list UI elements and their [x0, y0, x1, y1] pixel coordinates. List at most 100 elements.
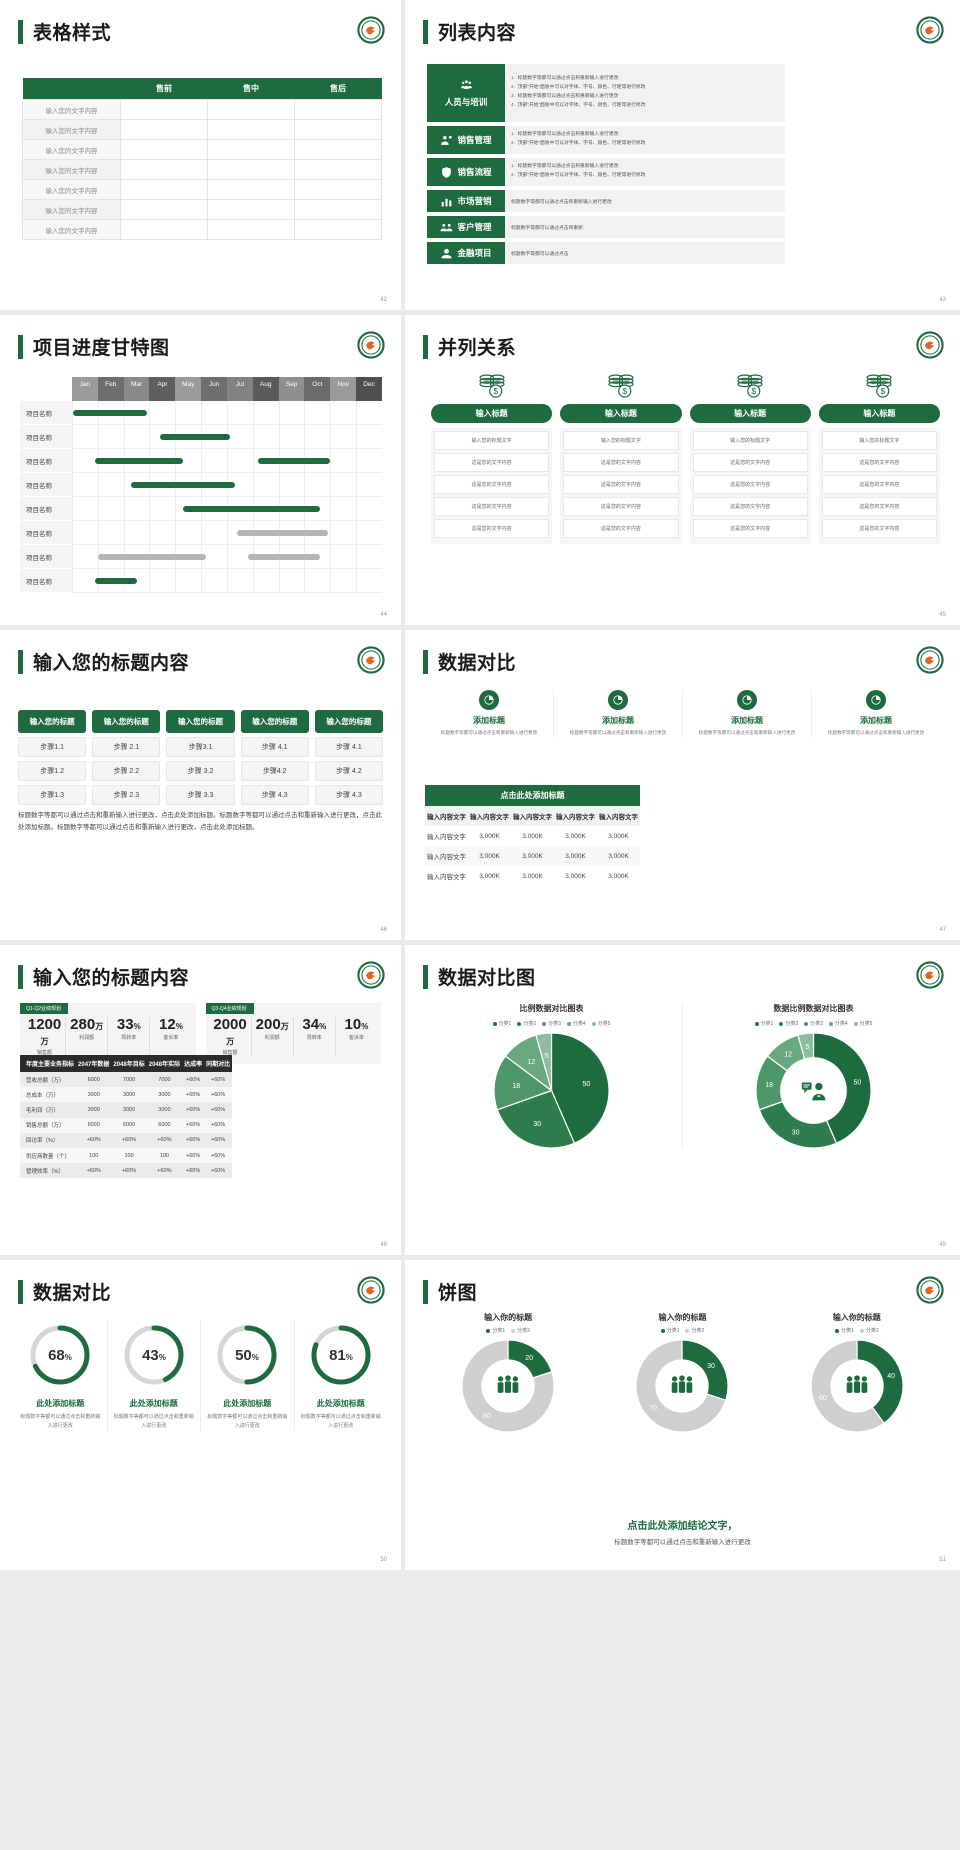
slide-header: 项目进度甘特图	[0, 315, 401, 360]
list-item-tab-sales-management[interactable]: 销售管理	[427, 126, 505, 154]
th-insale: 售中	[207, 78, 295, 100]
title-accent-bar	[423, 19, 428, 44]
list-item-label: 市场营销	[457, 196, 492, 206]
cell	[294, 99, 382, 120]
progress-rings: 68% 此处添加标题 标题数字等都可以通过点击和重新输入进行更改 43% 此处添加标题…	[14, 1320, 387, 1431]
title-accent-bar	[423, 964, 428, 989]
slide-48[interactable]: 输入您的标题内容 Q1-Q2业绩规划 1200万 销售额 280万 利润额 33% 周转率 1…	[0, 945, 401, 1255]
cell	[120, 99, 208, 120]
slide-45[interactable]: 并列关系 $ 输入标题 输入您的标题文字 这是您的文字内容 这是您的文字内容 这是您的文字…	[405, 315, 960, 625]
list-item-tab-customer-management[interactable]: 客户管理	[427, 216, 505, 238]
gantt-chart: Jan Feb Mar Apr May Jun Jul Aug Sep Oct Nov Dec 项目名称…	[20, 377, 382, 593]
title-accent-bar	[18, 964, 23, 989]
page-number: 51	[939, 1557, 946, 1563]
brand-logo-icon	[916, 961, 944, 989]
list-item-body: 1. 标题数字等都可以通过点击和重新输入进行更改 2. 顶部“开始”面板中可以对…	[505, 64, 785, 122]
body-text: 标题数字等都可以通过点击	[511, 251, 569, 257]
slide-47[interactable]: 数据对比 添加标题 标题数字等都可以通过点击和重新输入进行更改 添加标题 标题数字等都…	[405, 630, 960, 940]
page-number: 44	[380, 612, 387, 618]
title-accent-bar	[18, 649, 23, 674]
svg-text:12: 12	[784, 1052, 792, 1059]
list-item-tab-marketing[interactable]: 市场营销	[427, 190, 505, 212]
slide-header: 列表内容	[405, 0, 960, 45]
list-item[interactable]: 人员与培训 1. 标题数字等都可以通过点击和重新输入进行更改 2. 顶部“开始”…	[427, 64, 785, 122]
svg-text:18: 18	[512, 1083, 520, 1090]
table-header-row: 售前 售中 售后	[22, 78, 382, 100]
category-list: 人员与培训 1. 标题数字等都可以通过点击和重新输入进行更改 2. 顶部“开始”…	[427, 64, 785, 268]
list-item-tab-sales-process[interactable]: 销售流程	[427, 158, 505, 186]
svg-text:$: $	[881, 387, 886, 396]
cell	[120, 119, 208, 140]
svg-text:18: 18	[765, 1082, 773, 1089]
svg-text:81%: 81%	[329, 1347, 353, 1364]
cell	[120, 199, 208, 220]
slide-header: 表格样式	[0, 0, 401, 45]
step-columns: 输入您的标题 步骤1.1 步骤1.2 步骤1.3 输入您的标题 步骤 2.1 步骤 2.2 步…	[18, 710, 384, 805]
list-item[interactable]: 客户管理 标题数字等都可以通过点击和重新	[427, 216, 785, 238]
bar-chart-icon	[440, 195, 453, 208]
slide-header: 饼图	[405, 1260, 960, 1305]
svg-text:$: $	[752, 387, 757, 396]
page-title: 输入您的标题内容	[33, 968, 190, 989]
th-aftersale: 售后	[294, 78, 382, 100]
list-item-label: 销售管理	[457, 135, 492, 145]
slide-header: 数据对比	[0, 1260, 401, 1305]
brand-logo-icon	[916, 331, 944, 359]
page-number: 42	[380, 297, 387, 303]
team-icon	[460, 78, 473, 91]
money-hand-icon	[440, 247, 453, 260]
slide-46[interactable]: 输入您的标题内容 输入您的标题 步骤1.1 步骤1.2 步骤1.3 输入您的标题 步骤 2…	[0, 630, 401, 940]
svg-text:68%: 68%	[48, 1347, 72, 1364]
page-number: 45	[939, 612, 946, 618]
slide-header: 数据对比图	[405, 945, 960, 990]
list-item[interactable]: 金融项目 标题数字等都可以通过点击	[427, 242, 785, 264]
cell	[294, 159, 382, 180]
donut-charts: 输入你的标题 分类1 分类2 20 80 输入你的标题 分类1 分类2 30 70 输入你的标题 分类…	[421, 1312, 944, 1432]
list-item[interactable]: 市场营销 标题数字等都可以通过点击和重新输入进行更改	[427, 190, 785, 212]
slide-44[interactable]: 项目进度甘特图 Jan Feb Mar Apr May Jun Jul Aug Sep Oct No…	[0, 315, 401, 625]
list-item-tab-finance-project[interactable]: 金融项目	[427, 242, 505, 264]
kpi-groups: Q1-Q2业绩规划 1200万 销售额 280万 利润额 33% 周转率 12% 客诉率 Q3-Q…	[20, 1003, 381, 1064]
cell	[120, 139, 208, 160]
list-item-label: 客户管理	[457, 222, 492, 232]
page-number: 50	[380, 1557, 387, 1563]
slide-43[interactable]: 列表内容 人员与培训 1. 标题数字等都可以通过点击和重新输入进行更改 2. 顶…	[405, 0, 960, 310]
user-gear-icon	[440, 134, 453, 147]
svg-text:30: 30	[708, 1363, 716, 1370]
brand-logo-icon	[357, 331, 385, 359]
title-accent-bar	[423, 1279, 428, 1304]
page-title: 数据对比	[438, 653, 517, 674]
slide-header: 数据对比	[405, 630, 960, 675]
progress-ring: 68%	[30, 1325, 90, 1385]
svg-text:5: 5	[805, 1044, 809, 1051]
row-label: 输入您的文字内容	[22, 219, 121, 240]
slide-51[interactable]: 饼图 输入你的标题 分类1 分类2 20 80 输入你的标题 分类1 分类2 30 70 输入你的标…	[405, 1260, 960, 1570]
title-accent-bar	[423, 649, 428, 674]
conclusion-title: 点击此处添加结论文字，	[627, 1521, 738, 1532]
page-number: 43	[939, 297, 946, 303]
cell	[207, 159, 295, 180]
description-paragraph: 标题数字等都可以通过点击和重新输入进行更改，点击此处添加标题。标题数字等都可以通…	[18, 812, 382, 832]
bullet: 1. 标题数字等都可以通过点击和重新输入进行更改	[511, 164, 619, 170]
list-item-tab-people-training[interactable]: 人员与培训	[427, 64, 505, 122]
slide-49[interactable]: 数据对比图 比例数据对比图表 分类1 分类2 分类3 分类4 分类5 50 30 18 12 5 数据…	[405, 945, 960, 1255]
cell	[120, 159, 208, 180]
slide-50[interactable]: 数据对比 68% 此处添加标题 标题数字等都可以通过点击和重新输入进行更改 43% 此…	[0, 1260, 401, 1570]
row-label: 输入您的文字内容	[22, 99, 121, 120]
svg-text:30: 30	[792, 1130, 800, 1137]
th-blank	[22, 78, 121, 100]
svg-text:50: 50	[854, 1079, 862, 1086]
list-item[interactable]: 销售管理 1. 标题数字等都可以通过点击和重新输入进行更改 2. 顶部“开始”面…	[427, 126, 785, 154]
page-title: 数据对比图	[438, 968, 536, 989]
pie-charts: 比例数据对比图表 分类1 分类2 分类3 分类4 分类5 50 30 18 12 5 数据比例数据对比…	[421, 1003, 944, 1148]
svg-text:43%: 43%	[142, 1347, 166, 1364]
brand-logo-icon	[357, 16, 385, 44]
svg-text:50: 50	[583, 1081, 591, 1088]
list-item[interactable]: 销售流程 1. 标题数字等都可以通过点击和重新输入进行更改 2. 顶部“开始”面…	[427, 158, 785, 186]
svg-text:50%: 50%	[235, 1347, 259, 1364]
slide-header: 输入您的标题内容	[0, 630, 401, 675]
table-row: 输入您的文字内容	[22, 159, 382, 180]
slide-42[interactable]: 表格样式 售前 售中 售后 输入您的文字内容 输入您的文字内容 输入您的文字内容…	[0, 0, 401, 310]
row-label: 输入您的文字内容	[22, 179, 121, 200]
brand-logo-icon	[357, 646, 385, 674]
